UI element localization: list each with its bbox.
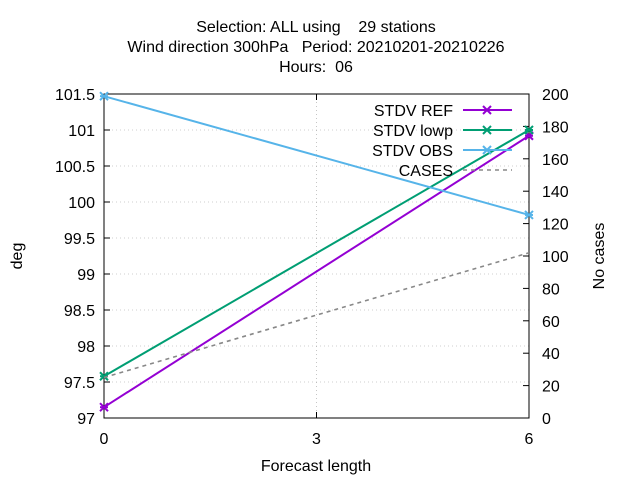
y-tick-label: 97.5 xyxy=(64,375,95,392)
series-stdv-lowp xyxy=(99,125,534,381)
series-line xyxy=(103,95,530,216)
data-point xyxy=(524,210,534,220)
data-point xyxy=(99,91,109,101)
x-tick-label: 3 xyxy=(312,431,321,448)
series-line xyxy=(103,251,530,379)
legend-entry: CASES xyxy=(399,163,512,180)
legend: STDV REF STDV lowp STDV OBS CASES xyxy=(372,103,512,180)
legend-entry: STDV OBS xyxy=(372,143,512,160)
legend-marker xyxy=(482,125,492,135)
title-line-3: Hours: 06 xyxy=(279,59,353,76)
y2-tick-label: 160 xyxy=(542,152,569,169)
data-point xyxy=(99,402,109,412)
x-tick-label: 6 xyxy=(525,431,534,448)
legend-label: STDV REF xyxy=(374,103,453,120)
legend-marker xyxy=(482,105,492,115)
y-tick-label: 98.5 xyxy=(64,303,95,320)
y2-tick-label: 20 xyxy=(542,379,560,396)
y2-tick-label: 0 xyxy=(542,411,551,428)
y-tick-label: 98 xyxy=(77,339,95,356)
legend-entry: STDV lowp xyxy=(373,123,512,140)
series-stdv-obs xyxy=(99,91,534,220)
x-axis-ticks: 0 3 6 xyxy=(100,94,534,448)
series-line xyxy=(103,129,530,378)
y2-axis-ticks: 0 20 40 60 80 100 120 140 160 180 200 xyxy=(523,87,569,428)
y2-axis-label: No cases xyxy=(591,223,608,290)
y-axis-ticks: 97 97.5 98 98.5 99 99.5 100 100.5 101 101.5 xyxy=(55,87,110,428)
y-tick-label: 99 xyxy=(77,267,95,284)
x-tick-label: 0 xyxy=(100,431,109,448)
series-line xyxy=(103,134,530,409)
y2-tick-label: 80 xyxy=(542,281,560,298)
series-group xyxy=(99,91,534,412)
y2-tick-label: 40 xyxy=(542,346,560,363)
legend-label: STDV OBS xyxy=(372,143,453,160)
y-tick-label: 100.5 xyxy=(55,159,95,176)
title-line-2: Wind direction 300hPa Period: 20210201-2… xyxy=(127,39,504,56)
y2-tick-label: 120 xyxy=(542,217,569,234)
series-cases xyxy=(103,251,530,379)
y-tick-label: 101 xyxy=(68,123,95,140)
y2-tick-label: 180 xyxy=(542,119,569,136)
y2-tick-label: 140 xyxy=(542,184,569,201)
legend-marker xyxy=(482,145,492,155)
y-tick-label: 100 xyxy=(68,195,95,212)
grid xyxy=(104,94,529,418)
legend-label: CASES xyxy=(399,163,453,180)
title-line-1: Selection: ALL using 29 stations xyxy=(196,19,436,36)
y2-tick-label: 200 xyxy=(542,87,569,104)
x-axis-label: Forecast length xyxy=(261,458,371,475)
legend-label: STDV lowp xyxy=(373,123,453,140)
chart-title: Selection: ALL using 29 stations Wind di… xyxy=(127,19,504,76)
y-tick-label: 99.5 xyxy=(64,231,95,248)
data-point xyxy=(524,125,534,135)
y2-tick-label: 60 xyxy=(542,314,560,331)
y-axis-label: deg xyxy=(9,243,26,270)
y-tick-label: 97 xyxy=(77,411,95,428)
y2-tick-label: 100 xyxy=(542,249,569,266)
series-stdv-ref xyxy=(99,131,534,412)
legend-entry: STDV REF xyxy=(374,103,512,120)
y-tick-label: 101.5 xyxy=(55,87,95,104)
